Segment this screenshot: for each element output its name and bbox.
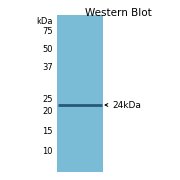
Text: 10: 10 — [42, 147, 53, 156]
Text: 25: 25 — [42, 96, 53, 105]
Text: 15: 15 — [42, 127, 53, 136]
Text: 50: 50 — [42, 46, 53, 55]
Text: Western Blot: Western Blot — [85, 8, 151, 18]
Text: 20: 20 — [42, 107, 53, 116]
Text: 37: 37 — [42, 64, 53, 73]
Text: 75: 75 — [42, 28, 53, 37]
Text: 24kDa: 24kDa — [105, 100, 141, 109]
Bar — [57, 15, 103, 172]
Text: kDa: kDa — [37, 17, 53, 26]
